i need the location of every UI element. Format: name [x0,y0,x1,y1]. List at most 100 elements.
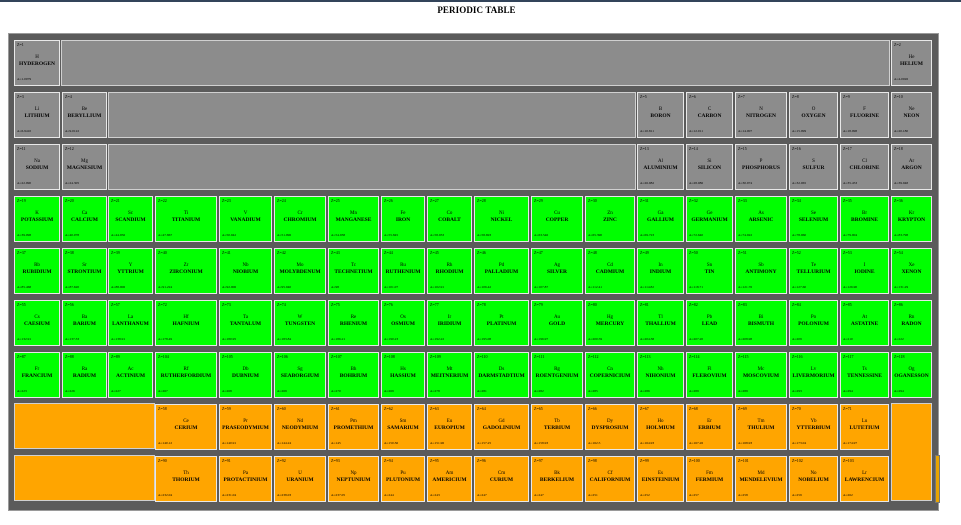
element-cell-polonium[interactable]: Z=84 Po POLONIUM A=209 [789,300,838,346]
element-cell-fluorine[interactable]: Z=9 F FLUORINE A=18.998 [840,92,889,138]
element-cell-copernicium[interactable]: Z=112 Cn COPERNICIUM A=285 [585,352,635,398]
element-cell-ytterbium[interactable]: Z=70 Yb YTTERBIUM A=173.04 [789,404,838,450]
element-cell-terbium[interactable]: Z=65 Tb TERBIUM A=158.93 [531,404,583,450]
element-cell-californium[interactable]: Z=98 Cf CALIFORNIUM A=251 [585,456,635,502]
element-cell-bismuth[interactable]: Z=83 Bi BISMUTH A=208.98 [735,300,787,346]
element-cell-neon[interactable]: Z=10 Ne NEON A=20.180 [891,92,932,138]
element-cell-lanthanum[interactable]: Z=57 La LANTHANUM A=138.91 [108,300,153,346]
element-cell-lithium[interactable]: Z=3 Li LITHIUM A=6.9410 [14,92,60,138]
element-cell-fermium[interactable]: Z=100 Fm FERMIUM A=257 [686,456,733,502]
element-cell-manganese[interactable]: Z=25 Mn MANGANESE A=54.938 [328,196,379,242]
element-cell-cobalt[interactable]: Z=27 Co COBALT A=58.933 [427,196,472,242]
element-cell-cerium[interactable]: Z=58 Ce CERIUM A=140.12 [155,404,217,450]
element-cell-titanium[interactable]: Z=22 Ti TITANIUM A=47.867 [155,196,217,242]
element-cell-uranium[interactable]: Z=92 U URANIUM A=238.03 [274,456,326,502]
element-cell-rutherfordium[interactable]: Z=104 Rf RUTHERFORDIUM A=267 [155,352,217,398]
element-cell-mercury[interactable]: Z=80 Hg MERCURY A=200.59 [585,300,635,346]
element-cell-thallium[interactable]: Z=81 Tl THALLIUM A=204.38 [637,300,684,346]
element-cell-oganesson[interactable]: Z=118 Og OGANESSON A=294 [891,352,932,398]
element-cell-tungsten[interactable]: Z=74 W TUNGSTEN A=183.84 [274,300,326,346]
element-cell-dysprosium[interactable]: Z=66 Dy DYSPROSIUM A=162.5 [585,404,635,450]
element-cell-platinum[interactable]: Z=78 Pt PLATINUM A=195.08 [474,300,529,346]
element-cell-silicon[interactable]: Z=14 Si SILICON A=28.086 [686,144,733,190]
element-cell-meitnerium[interactable]: Z=109 Mt MEITNERIUM A=278 [427,352,472,398]
element-cell-calcium[interactable]: Z=20 Ca CALCIUM A=40.078 [62,196,107,242]
element-cell-technetium[interactable]: Z=43 Tc TECHNETIUM A=98 [328,248,379,294]
element-cell-praseodymium[interactable]: Z=59 Pr PRASEODYMIUM A=140.91 [219,404,272,450]
element-cell-promethium[interactable]: Z=61 Pm PROMETHIUM A=145 [328,404,379,450]
element-cell-nitrogen[interactable]: Z=7 N NITROGEN A=14.007 [735,92,787,138]
element-cell-americium[interactable]: Z=95 Am AMERICIUM A=243 [427,456,472,502]
element-cell-bromine[interactable]: Z=35 Br BROMINE A=79.904 [840,196,889,242]
element-cell-europium[interactable]: Z=63 Eu EUROPIUM A=151.96 [427,404,472,450]
element-cell-hafnium[interactable]: Z=72 Hf HAFNIUM A=178.49 [155,300,217,346]
element-cell-scandium[interactable]: Z=21 Sc SCANDIUM A=44.956 [108,196,153,242]
element-cell-berkelium[interactable]: Z=97 Bk BERKELIUM A=247 [531,456,583,502]
element-cell-iron[interactable]: Z=26 Fe IRON A=55.845 [381,196,425,242]
element-cell-dubnium[interactable]: Z=105 Db DUBNIUM A=268 [219,352,272,398]
element-cell-niobium[interactable]: Z=41 Nb NIOBIUM A=92.906 [219,248,272,294]
element-cell-phosphorus[interactable]: Z=15 P PHOSPHORUS A=30.974 [735,144,787,190]
element-cell-flerovium[interactable]: Z=114 Fl FLEROVIUM A=289 [686,352,733,398]
element-cell-antimony[interactable]: Z=51 Sb ANTIMONY A=121.76 [735,248,787,294]
element-cell-osmium[interactable]: Z=76 Os OSMIUM A=190.23 [381,300,425,346]
element-cell-rubidium[interactable]: Z=37 Rb RUBIDIUM A=85.468 [14,248,60,294]
element-cell-francium[interactable]: Z=87 Fr FRANCIUM A=223 [14,352,60,398]
element-cell-gallium[interactable]: Z=31 Ga GALLIUM A=69.723 [637,196,684,242]
element-cell-copper[interactable]: Z=29 Cu COPPER A=63.546 [531,196,583,242]
element-cell-radon[interactable]: Z=86 Rn RADON A=222 [891,300,932,346]
element-cell-germanium[interactable]: Z=32 Ge GERMANIUM A=72.640 [686,196,733,242]
element-cell-thorium[interactable]: Z=90 Th THORIUM A=232.04 [155,456,217,502]
element-cell-oxygen[interactable]: Z=8 O OXYGEN A=15.999 [789,92,838,138]
element-cell-vanadium[interactable]: Z=23 V VANADIUM A=50.942 [219,196,272,242]
element-cell-astatine[interactable]: Z=85 At ASTATINE A=210 [840,300,889,346]
element-cell-curium[interactable]: Z=96 Cm CURIUM A=247 [474,456,529,502]
element-cell-chlorine[interactable]: Z=17 Cl CHLORINE A=35.453 [840,144,889,190]
element-cell-lutetium[interactable]: Z=71 Lu LUTETIUM A=174.97 [840,404,889,450]
element-cell-roentgenium[interactable]: Z=111 Rg ROENTGENIUM A=282 [531,352,583,398]
element-cell-gadolinium[interactable]: Z=64 Gd GADOLINIUM A=157.25 [474,404,529,450]
element-cell-palladium[interactable]: Z=46 Pd PALLADIUM A=106.42 [474,248,529,294]
element-cell-caesium[interactable]: Z=55 Cs CAESIUM A=132.91 [14,300,60,346]
element-cell-darmstadtium[interactable]: Z=110 Ds DARMSTADTIUM A=281 [474,352,529,398]
element-cell-xenon[interactable]: Z=54 Xe XENON A=131.29 [891,248,932,294]
element-cell-tantalum[interactable]: Z=73 Ta TANTALUM A=180.95 [219,300,272,346]
element-cell-chromium[interactable]: Z=24 Cr CHROMIUM A=51.996 [274,196,326,242]
element-cell-cadmium[interactable]: Z=48 Cd CADMIUM A=112.41 [585,248,635,294]
element-cell-iodine[interactable]: Z=53 I IODINE A=126.90 [840,248,889,294]
element-cell-iridium[interactable]: Z=77 Ir IRIDIUM A=192.22 [427,300,472,346]
element-cell-tin[interactable]: Z=50 Sn TIN A=118.71 [686,248,733,294]
element-cell-hyderogen[interactable]: Z=1 H HYDEROGEN A=1.0079 [14,40,60,86]
element-cell-silver[interactable]: Z=47 Ag SILVER A=107.87 [531,248,583,294]
element-cell-barium[interactable]: Z=56 Ba BARIUM A=137.33 [62,300,107,346]
element-cell-holmium[interactable]: Z=67 Ho HOLMIUM A=164.93 [637,404,684,450]
element-cell-helium[interactable]: Z=2 He HELIUM A=4.0026 [891,40,932,86]
element-cell-livermorium[interactable]: Z=116 Lv LIVERMORIUM A=293 [789,352,838,398]
element-cell-rhodium[interactable]: Z=45 Rh RHODIUM A=102.91 [427,248,472,294]
element-cell-erbium[interactable]: Z=68 Er ERBIUM A=167.26 [686,404,733,450]
element-cell-tennessine[interactable]: Z=117 Ts TENNESSINE A=294 [840,352,889,398]
element-cell-seaborgium[interactable]: Z=106 Sg SEABORGIUM A=269 [274,352,326,398]
element-cell-hassium[interactable]: Z=108 Hs HASSIUM A=269 [381,352,425,398]
element-cell-lawrencium[interactable]: Z=103 Lr LAWRENCIUM A=262 [840,456,889,502]
element-cell-nickel[interactable]: Z=28 Ni NICKEL A=58.693 [474,196,529,242]
element-cell-boron[interactable]: Z=5 B BORON A=10.811 [637,92,684,138]
element-cell-arsenic[interactable]: Z=33 As ARSENIC A=74.922 [735,196,787,242]
element-cell-plutonium[interactable]: Z=94 Pu PLUTONIUM A=244 [381,456,425,502]
element-cell-mendelevium[interactable]: Z=101 Md MENDELEVIUM A=258 [735,456,787,502]
element-cell-gold[interactable]: Z=79 Au GOLD A=196.97 [531,300,583,346]
element-cell-carbon[interactable]: Z=6 C CARBON A=12.011 [686,92,733,138]
element-cell-einsteinium[interactable]: Z=99 Es EINSTEINIUM A=252 [637,456,684,502]
element-cell-moscovium[interactable]: Z=115 Mc MOSCOVIUM A=289 [735,352,787,398]
element-cell-nihonium[interactable]: Z=113 Nh NIHONIUM A=286 [637,352,684,398]
element-cell-radium[interactable]: Z=88 Ra RADIUM A=226 [62,352,107,398]
element-cell-neodymium[interactable]: Z=60 Nd NEODYMIUM A=144.24 [274,404,326,450]
element-cell-magnesium[interactable]: Z=12 Mg MAGNESIUM A=24.305 [62,144,107,190]
element-cell-lead[interactable]: Z=82 Pb LEAD A=207.20 [686,300,733,346]
element-cell-aluminium[interactable]: Z=13 Al ALUMINIUM A=26.982 [637,144,684,190]
element-cell-yttrium[interactable]: Z=39 Y YTTRIUM A=88.906 [108,248,153,294]
element-cell-nobelium[interactable]: Z=102 No NOBELIUM A=259 [789,456,838,502]
element-cell-krypton[interactable]: Z=36 Kr KRYPTON A=83.798 [891,196,932,242]
element-cell-potassium[interactable]: Z=19 K POTASSIUM A=39.098 [14,196,60,242]
element-cell-samarium[interactable]: Z=62 Sm SAMARIUM A=150.36 [381,404,425,450]
